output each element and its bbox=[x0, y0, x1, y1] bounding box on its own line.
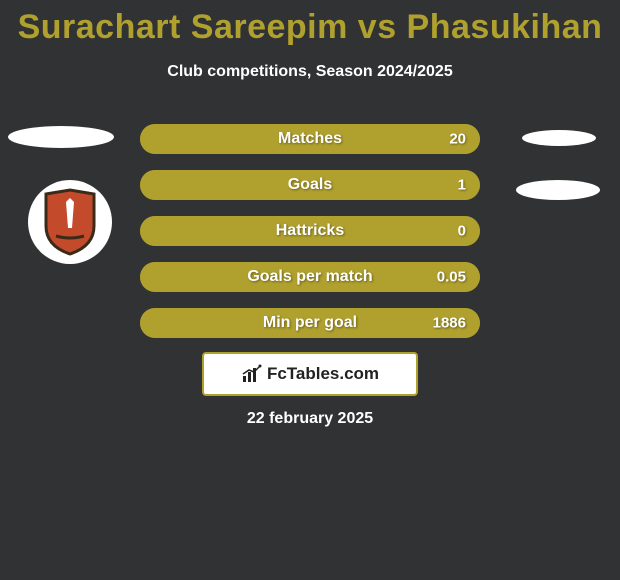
stat-bar-value: 1 bbox=[458, 177, 466, 194]
logo-box[interactable]: FcTables.com bbox=[202, 352, 418, 396]
date-text: 22 february 2025 bbox=[0, 410, 620, 428]
shield-icon bbox=[42, 188, 98, 256]
stat-bar-label: Matches bbox=[278, 130, 342, 148]
player-left-oval bbox=[8, 126, 114, 148]
player-right-oval-1 bbox=[522, 130, 596, 146]
stat-bar-value: 1886 bbox=[433, 315, 466, 332]
stat-bar-label: Goals bbox=[288, 176, 332, 194]
stat-bars: Matches 20 Goals 1 Hattricks 0 Goals per match… bbox=[140, 124, 480, 354]
stat-bar: Hattricks 0 bbox=[140, 216, 480, 246]
stat-bar: Goals 1 bbox=[140, 170, 480, 200]
stat-bar-label: Goals per match bbox=[247, 268, 372, 286]
logo-text: FcTables.com bbox=[267, 364, 379, 384]
stat-bar-label: Hattricks bbox=[276, 222, 344, 240]
stat-bar-label: Min per goal bbox=[263, 314, 357, 332]
stat-bar-value: 0 bbox=[458, 223, 466, 240]
stat-bar-value: 0.05 bbox=[437, 269, 466, 286]
club-badge bbox=[28, 180, 112, 264]
player-right-oval-2 bbox=[516, 180, 600, 200]
stat-bar: Matches 20 bbox=[140, 124, 480, 154]
stat-bar: Goals per match 0.05 bbox=[140, 262, 480, 292]
chart-icon bbox=[241, 364, 263, 384]
page-title: Surachart Sareepim vs Phasukihan bbox=[0, 0, 620, 47]
stat-bar: Min per goal 1886 bbox=[140, 308, 480, 338]
subtitle: Club competitions, Season 2024/2025 bbox=[0, 63, 620, 81]
widget-container: Surachart Sareepim vs Phasukihan Club co… bbox=[0, 0, 620, 580]
stat-bar-value: 20 bbox=[449, 131, 466, 148]
